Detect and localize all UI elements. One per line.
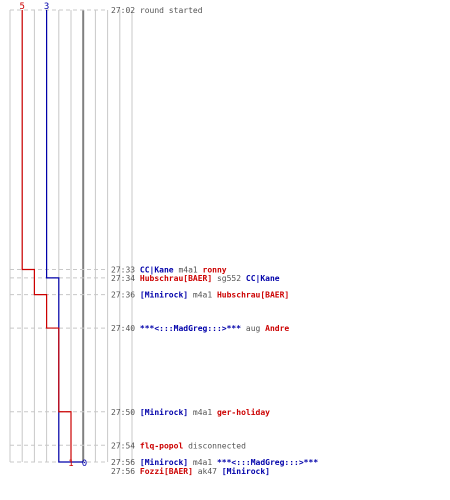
event-player-blue: [Minirock] bbox=[140, 290, 188, 300]
event-player-blue: [Minirock] bbox=[222, 466, 270, 476]
blue-score-line bbox=[45, 10, 84, 463]
event-log-line: 27:33 CC|Kane m4a1 ronny bbox=[111, 265, 227, 274]
event-time: 27:34 bbox=[111, 274, 140, 283]
event-player-blue: CC|Kane bbox=[246, 274, 280, 283]
event-time: 27:33 bbox=[111, 265, 140, 274]
score-lines bbox=[21, 10, 84, 463]
event-player-red: ger-holiday bbox=[217, 407, 270, 417]
event-weapon: m4a1 bbox=[188, 408, 217, 417]
event-log-line: 27:56 [Minirock] m4a1 ***<:::MadGreg:::>… bbox=[111, 457, 318, 467]
event-log-line: 27:50 [Minirock] m4a1 ger-holiday bbox=[111, 407, 270, 417]
event-weapon: m4a1 bbox=[174, 265, 203, 274]
event-log-line: 27:02 round started bbox=[111, 6, 203, 15]
event-weapon: sg552 bbox=[212, 274, 246, 283]
event-player-blue: [Minirock] bbox=[140, 407, 188, 417]
event-weapon: m4a1 bbox=[188, 458, 217, 467]
event-player-red: Andre bbox=[265, 324, 289, 333]
event-weapon: ak47 bbox=[193, 467, 222, 476]
red-end-score: 1 bbox=[68, 459, 73, 469]
red-start-score: 5 bbox=[19, 2, 24, 12]
score-labels: 3 5 01 bbox=[19, 2, 87, 469]
event-log-line: 27:54 flq-popol disconnected bbox=[111, 441, 246, 450]
event-player-red: Fozzi[BAER] bbox=[140, 466, 193, 476]
event-player-blue: ***<:::MadGreg:::>*** bbox=[217, 458, 318, 467]
event-player-red: ronny bbox=[203, 265, 227, 274]
event-time: 27:56 bbox=[111, 467, 140, 476]
event-log-line: 27:56 Fozzi[BAER] ak47 [Minirock] bbox=[111, 466, 270, 476]
event-log-line: 27:36 [Minirock] m4a1 Hubschrau[BAER] bbox=[111, 290, 289, 300]
event-player-red: flq-popol bbox=[140, 441, 184, 450]
event-time: 27:02 bbox=[111, 6, 140, 15]
event-player-blue: ***<:::MadGreg:::>*** bbox=[140, 324, 241, 333]
red-score-line bbox=[21, 10, 72, 462]
event-player-red: Hubschrau[BAER] bbox=[217, 291, 289, 300]
event-time: 27:36 bbox=[111, 291, 140, 300]
event-weapon: aug bbox=[241, 324, 265, 333]
blue-end-score: 0 bbox=[82, 459, 87, 469]
event-log-line: 27:34 Hubschrau[BAER] sg552 CC|Kane bbox=[111, 274, 280, 283]
event-log-line: 27:40 ***<:::MadGreg:::>*** aug Andre bbox=[111, 324, 289, 333]
event-time: 27:40 bbox=[111, 324, 140, 333]
event-time: 27:56 bbox=[111, 458, 140, 467]
event-log: 27:02 round started 27:33 CC|Kane m4a1 ro… bbox=[111, 6, 318, 476]
event-player-blue: CC|Kane bbox=[140, 265, 174, 274]
event-player-red: Hubschrau[BAER] bbox=[140, 274, 212, 283]
event-info: disconnected bbox=[183, 441, 246, 450]
event-time: 27:50 bbox=[111, 408, 140, 417]
blue-start-score: 3 bbox=[44, 2, 49, 12]
event-time: 27:54 bbox=[111, 441, 140, 450]
score-grid bbox=[9, 10, 133, 462]
event-weapon: m4a1 bbox=[188, 291, 217, 300]
event-info: round started bbox=[140, 6, 203, 15]
event-player-blue: [Minirock] bbox=[140, 457, 188, 467]
